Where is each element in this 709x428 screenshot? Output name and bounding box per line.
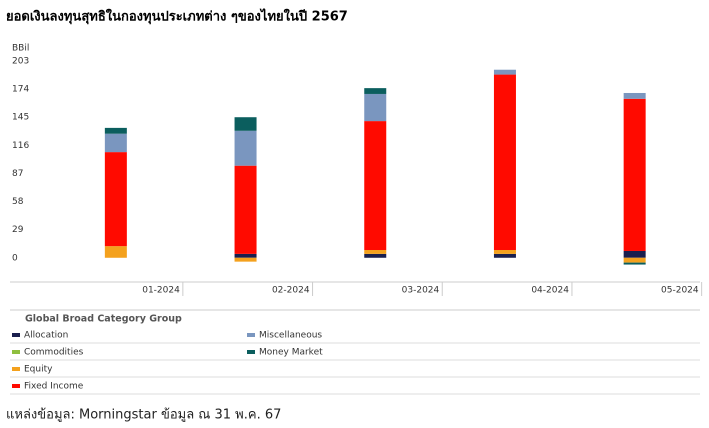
legend-swatch	[247, 350, 255, 354]
y-tick-label: 174	[12, 85, 29, 95]
x-tick-label: 05-2024	[661, 286, 699, 296]
bar-segment	[104, 127, 127, 134]
legend-title: Global Broad Category Group	[25, 314, 182, 325]
y-tick-label: 58	[12, 197, 24, 207]
bar-segment	[104, 133, 127, 153]
bar-segment	[493, 250, 516, 254]
bar-segment	[493, 74, 516, 251]
source: แหล่งข้อมูล: Morningstar ข้อมูล ณ 31 พ.ค…	[6, 408, 281, 423]
y-tick-label: 116	[12, 141, 29, 151]
x-tick-label: 03-2024	[402, 286, 440, 296]
bar-segment	[364, 253, 387, 258]
legend-label: Allocation	[24, 331, 68, 341]
y-axis-label: BBil	[12, 44, 29, 54]
y-tick-label: 203	[12, 57, 29, 67]
legend-swatch	[12, 333, 20, 337]
bar-segment	[623, 92, 646, 99]
legend-swatch	[247, 333, 255, 337]
bar-segment	[364, 121, 387, 251]
y-tick-label: 87	[12, 169, 23, 179]
y-tick-label: 29	[12, 225, 24, 235]
x-tick-label: 04-2024	[531, 286, 569, 296]
bar-segment	[493, 69, 516, 75]
bar-segment	[234, 253, 257, 258]
bar-segment	[104, 152, 127, 247]
chart-title: ยอดเงินลงทุนสุทธิในกองทุนประเภทต่าง ๆของ…	[6, 8, 348, 25]
x-tick-label: 01-2024	[142, 286, 180, 296]
bar-segment	[364, 88, 387, 94]
x-tick-label: 02-2024	[272, 286, 310, 296]
bar-segment	[104, 246, 127, 258]
legend-label: Fixed Income	[24, 382, 84, 392]
bar-segment	[623, 262, 646, 265]
bar-segment	[623, 250, 646, 258]
legend-label: Equity	[24, 365, 53, 375]
bar-segment	[234, 257, 257, 262]
y-tick-label: 145	[12, 113, 29, 123]
legend-swatch	[12, 350, 20, 354]
bar-segment	[234, 117, 257, 131]
bar-segment	[493, 253, 516, 258]
bar-segment	[623, 257, 646, 263]
legend-swatch	[12, 384, 20, 388]
bar-segment	[623, 98, 646, 251]
bar-segment	[234, 165, 257, 254]
y-tick-label: 0	[12, 253, 18, 263]
legend-label: Miscellaneous	[259, 331, 322, 341]
legend-label: Money Market	[259, 348, 323, 358]
legend-label: Commodities	[24, 348, 84, 358]
bar-segment	[234, 130, 257, 166]
legend-swatch	[12, 367, 20, 371]
bar-segment	[364, 250, 387, 254]
bar-segment	[364, 93, 387, 122]
